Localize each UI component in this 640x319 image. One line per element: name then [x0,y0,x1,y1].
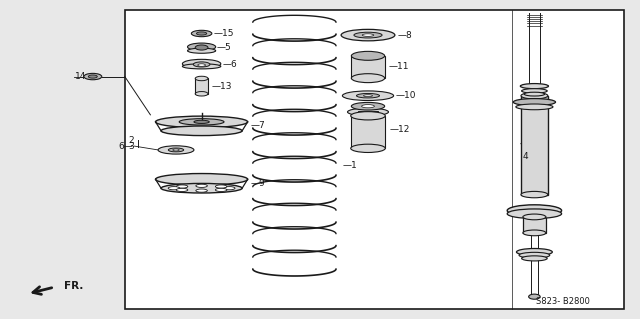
Text: —6: —6 [222,60,237,69]
Ellipse shape [351,74,385,83]
Ellipse shape [158,146,194,154]
Ellipse shape [168,187,180,190]
Ellipse shape [188,48,216,53]
Ellipse shape [156,116,248,128]
Ellipse shape [364,95,372,97]
Ellipse shape [362,105,374,108]
Ellipse shape [156,174,248,185]
Ellipse shape [176,188,188,191]
Ellipse shape [161,126,242,136]
Ellipse shape [523,214,546,220]
Ellipse shape [196,184,207,188]
Ellipse shape [351,112,385,120]
Ellipse shape [341,29,395,41]
Bar [351,116,385,148]
Ellipse shape [351,144,385,152]
Ellipse shape [195,92,208,96]
Ellipse shape [195,76,208,81]
Ellipse shape [176,185,188,188]
Ellipse shape [182,59,221,68]
Bar [523,217,546,233]
Ellipse shape [193,62,210,67]
Ellipse shape [179,119,224,125]
Text: —5: —5 [217,43,232,52]
Ellipse shape [516,104,553,110]
Ellipse shape [354,32,382,38]
Text: 3: 3 [129,142,134,151]
Ellipse shape [519,252,550,258]
Text: S823- B2800: S823- B2800 [536,297,590,306]
Ellipse shape [348,108,388,116]
Text: 6—: 6— [118,142,133,151]
Ellipse shape [195,45,208,50]
Ellipse shape [507,209,562,219]
Ellipse shape [88,75,97,78]
Ellipse shape [196,32,207,35]
Ellipse shape [522,89,547,93]
Ellipse shape [191,30,212,37]
Text: —7: —7 [251,121,266,130]
Ellipse shape [216,185,227,188]
Bar [125,10,624,309]
Ellipse shape [223,187,235,190]
Ellipse shape [168,148,184,152]
Text: —15: —15 [213,29,234,38]
Ellipse shape [521,93,548,99]
Text: —9: —9 [251,179,266,188]
Text: 4: 4 [522,152,528,161]
Ellipse shape [196,189,207,192]
Ellipse shape [351,51,385,60]
Text: FR.: FR. [64,280,83,291]
Text: 2: 2 [129,136,134,145]
Ellipse shape [362,34,374,36]
Ellipse shape [161,183,242,193]
Ellipse shape [513,99,556,106]
Text: —13: —13 [211,82,232,91]
Bar [351,56,385,78]
Ellipse shape [188,43,216,51]
Ellipse shape [356,93,380,98]
Ellipse shape [216,188,227,191]
Text: —11: —11 [388,63,409,71]
Ellipse shape [182,64,221,69]
Ellipse shape [516,249,552,256]
Ellipse shape [351,102,385,110]
Text: —1: —1 [342,161,357,170]
Ellipse shape [507,205,562,216]
Text: 14: 14 [75,72,86,81]
Text: —12: —12 [389,125,410,134]
Text: —8: —8 [397,31,412,40]
Ellipse shape [523,230,546,236]
Bar [358,111,378,116]
Ellipse shape [521,191,548,198]
Ellipse shape [522,256,547,261]
Ellipse shape [529,294,540,299]
Ellipse shape [173,149,179,151]
Ellipse shape [84,73,102,80]
Ellipse shape [520,84,548,89]
Bar [195,78,208,94]
Bar [521,96,548,195]
Ellipse shape [524,92,545,96]
Text: —10: —10 [396,91,416,100]
Ellipse shape [198,64,205,66]
Ellipse shape [342,91,394,100]
Ellipse shape [194,120,209,123]
